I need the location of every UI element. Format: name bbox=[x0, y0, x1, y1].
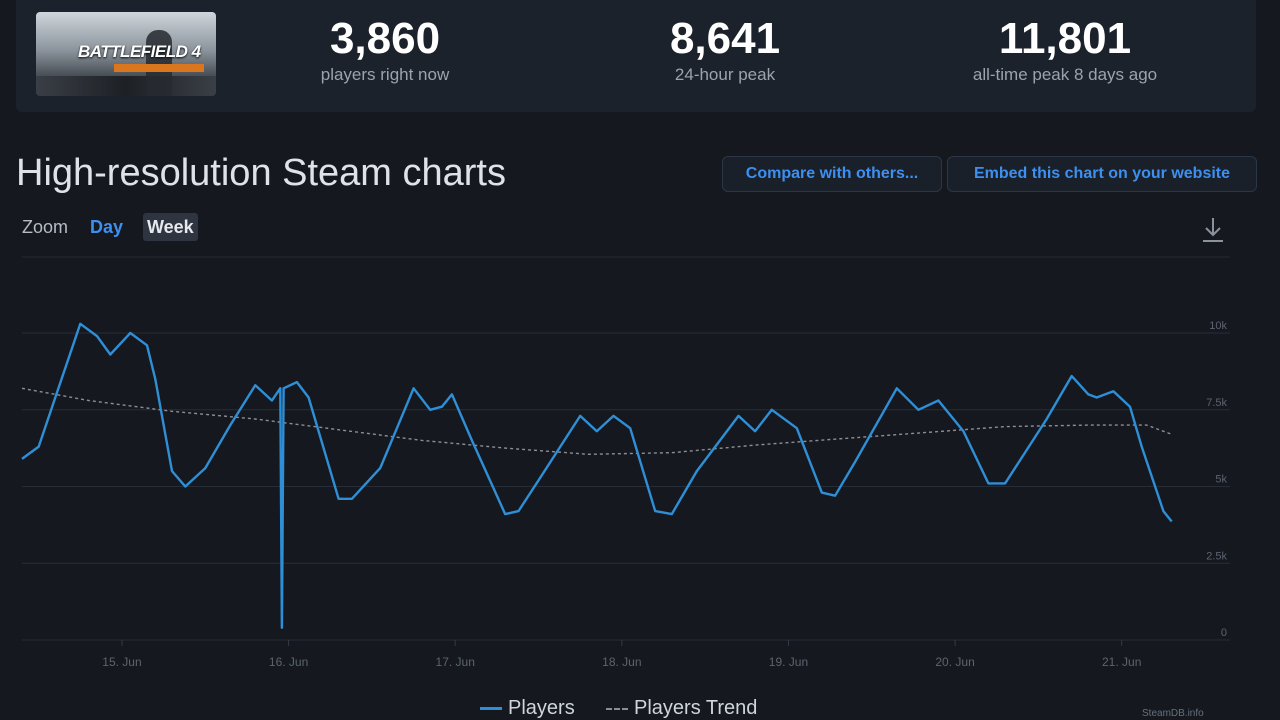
y-tick-label: 0 bbox=[1221, 627, 1227, 639]
x-tick-label: 19. Jun bbox=[769, 655, 808, 669]
stat-24h-peak: 8,641 24-hour peak bbox=[640, 14, 810, 86]
legend-players[interactable]: Players bbox=[480, 697, 575, 720]
embed-button[interactable]: Embed this chart on your website bbox=[947, 156, 1257, 192]
page-title: High-resolution Steam charts bbox=[16, 152, 506, 194]
cover-ground bbox=[36, 76, 216, 96]
series-line-players[interactable] bbox=[21, 322, 1173, 629]
y-tick-label: 5k bbox=[1215, 474, 1227, 486]
cover-soldier bbox=[146, 30, 172, 96]
compare-button[interactable]: Compare with others... bbox=[722, 156, 942, 192]
x-tick-label: 21. Jun bbox=[1102, 655, 1141, 669]
download-icon[interactable] bbox=[1198, 214, 1228, 246]
stat-label: players right now bbox=[320, 65, 450, 84]
series-line-players-trend[interactable] bbox=[21, 387, 1172, 455]
y-tick-label: 10k bbox=[1209, 320, 1227, 332]
stat-value: 3,860 bbox=[329, 14, 441, 63]
legend-trend-label: Players Trend bbox=[634, 697, 758, 719]
cover-stripe bbox=[114, 64, 204, 72]
stat-value: 8,641 bbox=[669, 14, 781, 63]
zoom-week-button[interactable]: Week bbox=[143, 213, 198, 241]
player-chart: 0 2.5k 5k 7.5k 10k 15. Jun 16. Jun 17. Jun 18. J… bbox=[21, 256, 1230, 669]
legend-trend[interactable]: Players Trend bbox=[606, 697, 757, 720]
legend-trend-swatch bbox=[606, 707, 628, 710]
legend-players-label: Players bbox=[508, 697, 575, 719]
stat-value: 11,801 bbox=[998, 14, 1132, 63]
y-tick-label: 2.5k bbox=[1206, 550, 1227, 562]
x-tick-label: 18. Jun bbox=[602, 655, 641, 669]
zoom-day-button[interactable]: Day bbox=[90, 217, 124, 237]
legend-players-swatch bbox=[480, 707, 502, 711]
x-tick-label: 15. Jun bbox=[102, 655, 141, 669]
credit-text: SteamDB.info bbox=[1142, 708, 1204, 719]
x-tick-label: 17. Jun bbox=[436, 655, 475, 669]
x-tick-label: 20. Jun bbox=[935, 655, 974, 669]
game-cover-image[interactable]: BATTLEFIELD 4 bbox=[36, 12, 216, 96]
stat-alltime-peak: 11,801 all-time peak 8 days ago bbox=[945, 14, 1185, 86]
zoom-label: Zoom bbox=[22, 217, 69, 237]
stat-label: 24-hour peak bbox=[674, 65, 776, 84]
cover-title: BATTLEFIELD 4 bbox=[78, 42, 201, 61]
stat-current-players: 3,860 players right now bbox=[300, 14, 470, 86]
y-tick-label: 7.5k bbox=[1206, 397, 1227, 409]
stats-panel bbox=[16, 0, 1256, 112]
x-tick-label: 16. Jun bbox=[269, 655, 308, 669]
stat-label: all-time peak 8 days ago bbox=[972, 65, 1158, 84]
